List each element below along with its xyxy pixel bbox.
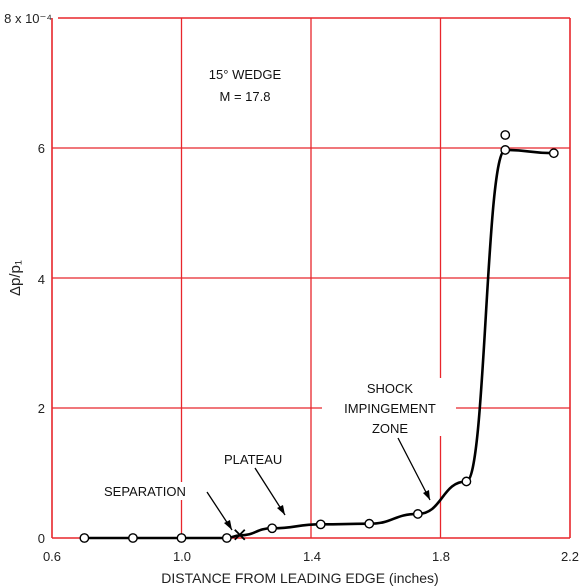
data-point-8 — [461, 476, 472, 487]
data-point-4 — [267, 523, 278, 534]
data-point-10 — [548, 148, 559, 159]
y-tick-4: 4 — [38, 272, 45, 287]
x-tick-0.6: 0.6 — [43, 549, 61, 564]
data-point-0 — [79, 533, 90, 543]
x-tick-1.4: 1.4 — [303, 549, 321, 564]
data-point-1 — [128, 533, 138, 543]
data-point-9 — [500, 145, 511, 155]
annotation-mach: M = 17.8 — [220, 89, 271, 104]
curve-layer — [84, 148, 554, 540]
series-line — [84, 148, 554, 540]
tick-labels: 8 x 10⁻⁴ 6 4 2 0 0.6 1.0 1.4 1.8 2.2 — [4, 11, 579, 564]
plateau-arrowhead — [277, 505, 285, 515]
y-tick-0: 0 — [38, 531, 45, 546]
shock-label-bg — [322, 378, 456, 436]
annotation-shock: SHOCK — [367, 381, 414, 396]
plateau-label-bg — [222, 450, 300, 468]
annotation-impingement: IMPINGEMENT — [344, 401, 436, 416]
grid — [52, 18, 570, 538]
y-scale-label: 8 x 10⁻⁴ — [4, 11, 52, 26]
x-tick-1.0: 1.0 — [173, 549, 191, 564]
x-tick-2.2: 2.2 — [561, 549, 579, 564]
annotation-plateau: PLATEAU — [224, 452, 282, 467]
y-tick-6: 6 — [38, 141, 45, 156]
y-axis-label: Δp/p₁ — [7, 260, 24, 296]
markers — [79, 130, 559, 543]
annotations: SEPARATION PLATEAU SHOCK IMPINGEMENT ZON… — [102, 378, 456, 531]
separation-arrowhead — [224, 520, 232, 530]
annotation-separation: SEPARATION — [104, 484, 186, 499]
y-tick-2: 2 — [38, 401, 45, 416]
x-axis-label: DISTANCE FROM LEADING EDGE (inches) — [161, 570, 438, 586]
shock-arrow — [397, 437, 431, 501]
data-point-11 — [500, 130, 511, 140]
data-point-3 — [221, 533, 232, 543]
x-tick-1.8: 1.8 — [432, 549, 450, 564]
separation-label-bg — [102, 482, 210, 500]
annotation-box-bg — [186, 54, 304, 106]
data-point-7 — [412, 509, 423, 519]
data-point-5 — [315, 519, 326, 530]
annotation-zone: ZONE — [372, 421, 408, 436]
shock-arrowhead — [423, 490, 430, 500]
annotation-wedge: 15° WEDGE — [209, 67, 282, 82]
data-point-2 — [176, 533, 187, 543]
separation-marker — [234, 529, 246, 541]
data-point-6 — [364, 518, 375, 529]
